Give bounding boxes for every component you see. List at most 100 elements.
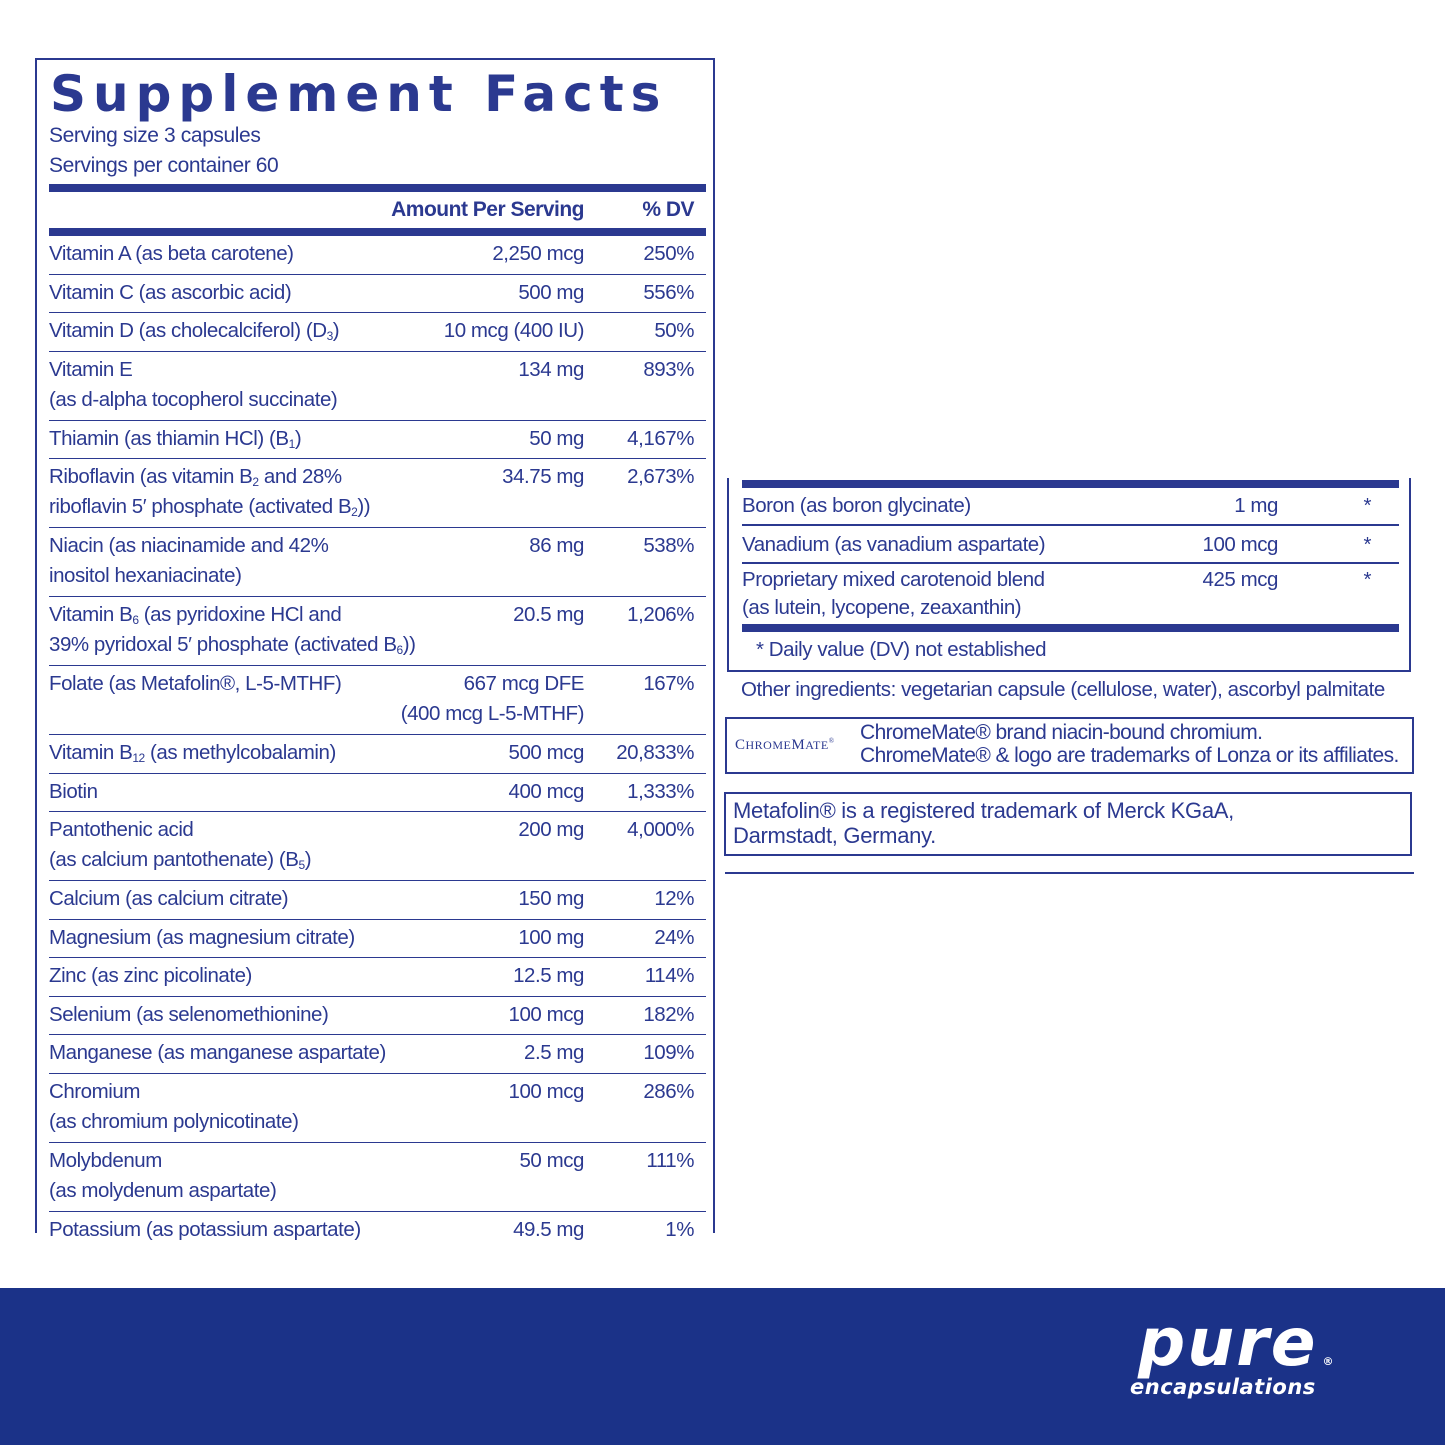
nutrient-name: Vanadium (as vanadium aspartate): [742, 533, 1046, 556]
nutrient-amount: 49.5 mg: [513, 1217, 584, 1241]
nutrient-name: Selenium (as selenomethionine): [49, 1002, 329, 1026]
nutrient-name-line2: (as molydenum aspartate): [49, 1178, 277, 1202]
nutrient-name: Magnesium (as magnesium citrate): [49, 925, 355, 949]
brand-logo: pure encapsulations ®: [1130, 1304, 1334, 1400]
chromemate-line1: ChromeMate® brand niacin-bound chromium.: [860, 721, 1263, 744]
metafolin-line1: Metafolin® is a registered trademark of …: [733, 798, 1234, 823]
nutrient-amount: 500 mcg: [508, 741, 585, 764]
divider-thick: [49, 184, 706, 192]
nutrient-name: Riboflavin (as vitamin B2 and 28%: [49, 465, 342, 489]
nutrient-amount: 2,250 mcg: [492, 242, 584, 265]
nutrient-amount: 100 mcg: [508, 1002, 585, 1026]
table-row: Magnesium (as magnesium citrate) 100 mg 24…: [49, 920, 706, 958]
nutrient-name: Zinc (as zinc picolinate): [49, 964, 252, 987]
nutrient-dv: 114%: [644, 964, 695, 987]
chromemate-notice: CHROMEMATE® ChromeMate® brand niacin-bou…: [725, 717, 1414, 774]
nutrient-dv: *: [1363, 494, 1371, 517]
nutrient-name: Folate (as Metafolin®, L-5-MTHF): [49, 672, 342, 695]
nutrient-dv: 250%: [643, 242, 694, 265]
nutrient-table: Vitamin A (as beta carotene) 2,250 mcg 250…: [49, 236, 706, 1250]
footnote: * Daily value (DV) not established: [756, 638, 1047, 661]
table-row: Vitamin D (as cholecalciferol) (D3) 10 mc…: [49, 313, 706, 352]
metafolin-line2: Darmstadt, Germany.: [733, 823, 936, 848]
nutrient-name: Niacin (as niacinamide and 42%: [49, 534, 329, 557]
nutrient-dv: 111%: [646, 1148, 694, 1172]
nutrient-amount: 10 mcg (400 IU): [443, 319, 585, 342]
table-row: Biotin 400 mcg 1,333%: [49, 774, 706, 812]
other-ingredients: Other ingredients: vegetarian capsule (c…: [741, 678, 1385, 701]
nutrient-name-line2: (as lutein, lycopene, zeaxanthin): [742, 596, 1022, 619]
nutrient-dv: 1,206%: [627, 603, 694, 626]
nutrient-amount: 400 mcg: [508, 779, 585, 803]
supplement-facts-panel: Supplement Facts Serving size 3 capsules…: [35, 58, 715, 1241]
table-row: Manganese (as manganese aspartate) 2.5 mg…: [49, 1035, 706, 1074]
table-row: Vitamin B12 (as methylcobalamin) 500 mcg 2…: [49, 735, 706, 774]
nutrient-name-line2: inositol hexaniacinate): [49, 564, 242, 587]
divider: [742, 562, 1399, 564]
nutrient-amount: 50 mg: [529, 426, 584, 450]
nutrient-dv: 50%: [654, 319, 694, 342]
nutrient-name: Pantothenic acid: [49, 818, 194, 841]
nutrient-amount: 20.5 mg: [513, 603, 584, 626]
nutrient-dv: 286%: [643, 1079, 694, 1103]
divider-thick: [742, 624, 1399, 632]
nutrient-name: Vitamin C (as ascorbic acid): [49, 280, 292, 304]
dv-header: % DV: [642, 198, 694, 221]
nutrient-amount: 50 mcg: [519, 1148, 584, 1172]
table-row: Proprietary mixed carotenoid blend (as l…: [742, 566, 1399, 622]
table-row: Potassium (as potassium aspartate) 49.5 m…: [49, 1212, 706, 1251]
nutrient-name: Proprietary mixed carotenoid blend: [742, 568, 1045, 591]
nutrient-name-line2: riboflavin 5′ phosphate (activated B2)): [49, 495, 371, 519]
table-row: Vanadium (as vanadium aspartate) 100 mcg…: [742, 531, 1399, 559]
table-row: Zinc (as zinc picolinate) 12.5 mg 114%: [49, 958, 706, 997]
nutrient-name: Chromium: [49, 1079, 140, 1103]
table-row: Chromium (as chromium polynicotinate) 100 …: [49, 1074, 706, 1143]
nutrient-dv: 109%: [643, 1041, 694, 1064]
nutrient-name: Molybdenum: [49, 1148, 162, 1172]
panel-title: Supplement Facts: [50, 65, 668, 123]
nutrient-dv: 556%: [643, 280, 694, 304]
table-row: Selenium (as selenomethionine) 100 mcg 182…: [49, 997, 706, 1035]
nutrient-name: Biotin: [49, 779, 98, 803]
nutrient-dv: *: [1363, 533, 1371, 556]
serving-size: Serving size 3 capsules: [49, 124, 261, 147]
brand-footer: pure encapsulations ®: [0, 1288, 1445, 1445]
nutrient-dv: 1,333%: [627, 779, 694, 803]
chromemate-logo: CHROMEMATE®: [735, 737, 835, 753]
nutrient-name-line2: (as chromium polynicotinate): [49, 1109, 299, 1133]
divider-thick: [49, 228, 706, 236]
table-row: Pantothenic acid (as calcium pantothenate…: [49, 812, 706, 881]
nutrient-amount: 100 mg: [518, 925, 584, 949]
nutrient-name: Vitamin A (as beta carotene): [49, 242, 294, 265]
nutrient-dv: 12%: [654, 887, 694, 910]
nutrient-amount: 12.5 mg: [513, 964, 584, 987]
nutrient-amount: 200 mg: [518, 818, 584, 841]
nutrient-amount: 667 mcg DFE (400 mcg L-5-MTHF): [400, 672, 585, 725]
nutrient-dv: 538%: [643, 534, 694, 557]
table-row: Thiamin (as thiamin HCl) (B1) 50 mg 4,167%: [49, 421, 706, 459]
nutrient-amount: 425 mcg: [1202, 568, 1279, 591]
nutrient-dv: 20,833%: [616, 741, 694, 764]
nutrient-amount: 1 mg: [1234, 494, 1278, 517]
table-row: Vitamin A (as beta carotene) 2,250 mcg 250…: [49, 236, 706, 275]
nutrient-amount: 2.5 mg: [524, 1041, 584, 1064]
nutrient-dv: 893%: [643, 357, 694, 381]
divider: [742, 524, 1399, 526]
table-row: Vitamin C (as ascorbic acid) 500 mg 556%: [49, 275, 706, 313]
table-row: Niacin (as niacinamide and 42% inositol h…: [49, 528, 706, 597]
nutrient-name-line2: (as d-alpha tocopherol succinate): [49, 387, 338, 411]
nutrient-dv: 1%: [665, 1217, 694, 1241]
nutrient-dv: 2,673%: [627, 465, 694, 488]
nutrient-amount: 86 mg: [529, 534, 584, 557]
amount-header: Amount Per Serving: [391, 198, 584, 221]
nutrient-dv: 167%: [643, 672, 694, 695]
table-row: Calcium (as calcium citrate) 150 mg 12%: [49, 881, 706, 920]
nutrient-amount: 500 mg: [518, 280, 584, 304]
table-row: Folate (as Metafolin®, L-5-MTHF) 667 mcg …: [49, 666, 706, 735]
nutrient-amount: 100 mcg: [1202, 533, 1279, 556]
nutrient-dv: 182%: [643, 1002, 694, 1026]
nutrient-amount: 34.75 mg: [502, 465, 584, 488]
nutrient-name: Vitamin B12 (as methylcobalamin): [49, 741, 336, 765]
nutrient-name: Thiamin (as thiamin HCl) (B1): [49, 426, 302, 451]
nutrient-dv: *: [1363, 568, 1371, 591]
